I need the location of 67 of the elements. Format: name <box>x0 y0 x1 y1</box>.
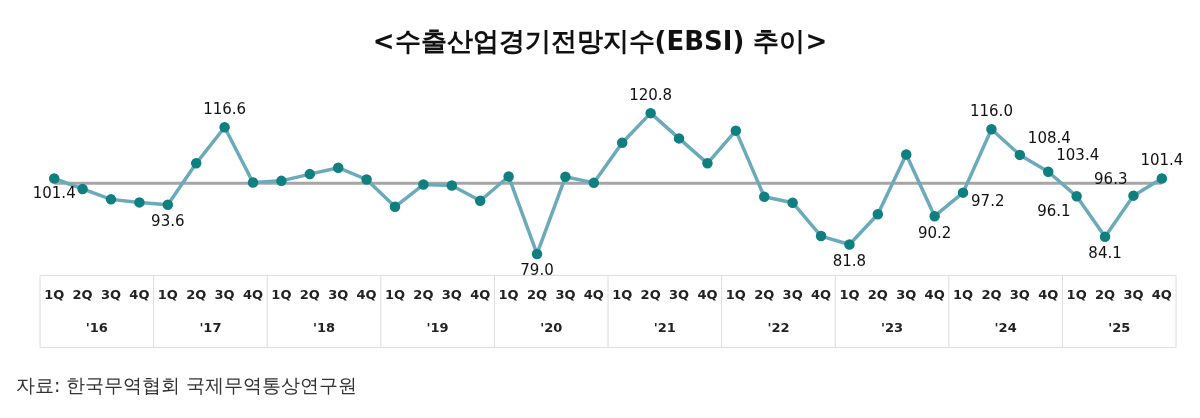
x-tick-label: 1Q <box>44 286 65 302</box>
data-label: 96.1 <box>1037 201 1071 220</box>
chart-title: <수출산업경기전망지수(EBSI) 추이> <box>371 25 829 58</box>
x-tick-label: 4Q <box>356 286 377 302</box>
x-tick-label: 2Q <box>72 286 93 302</box>
data-label: 101.4 <box>32 183 76 202</box>
data-label: 97.2 <box>971 192 1005 211</box>
x-tick-label: 1Q <box>952 286 974 302</box>
x-tick-label: 2Q <box>526 286 548 302</box>
data-label: 79.0 <box>520 261 554 280</box>
text: '24 <box>994 319 1017 335</box>
x-tick-label: 2Q <box>640 286 661 302</box>
x-tick-label: 4Q <box>697 286 718 302</box>
x-tick-label: 1Q <box>612 286 633 302</box>
x-tick-label: 1Q <box>157 286 178 302</box>
x-tick-label: 4Q <box>242 286 264 302</box>
text: '16 <box>85 319 108 335</box>
text: '23 <box>881 319 904 335</box>
x-tick-label: 3Q <box>782 286 803 302</box>
x-tick-label: 1Q <box>384 286 406 302</box>
x-tick-label: 4Q <box>1038 286 1059 302</box>
text: '17 <box>199 319 222 335</box>
data-label: 93.6 <box>151 212 185 231</box>
text: 자료: 한국무역협회 국제무역통상연구원 <box>16 373 359 398</box>
x-tick-label: 4Q <box>810 286 832 302</box>
x-tick-label: 4Q <box>470 286 491 302</box>
data-label: 90.2 <box>917 223 952 242</box>
x-tick-label: 3Q <box>1123 286 1144 302</box>
data-label: 108.4 <box>1027 129 1071 148</box>
data-label: 116.0 <box>969 101 1013 120</box>
x-tick-label: 1Q <box>1066 286 1087 302</box>
x-tick-label: 2Q <box>1095 286 1116 302</box>
text: '25 <box>1108 319 1131 335</box>
text: '19 <box>426 319 449 335</box>
x-tick-label: 3Q <box>668 286 690 302</box>
text: '21 <box>653 319 676 335</box>
data-label: 120.8 <box>629 85 673 104</box>
data-label: 101.4 <box>1140 150 1184 169</box>
x-tick-label: 1Q <box>271 286 292 302</box>
x-tick-label: 4Q <box>1151 286 1172 302</box>
x-tick-label: 3Q <box>441 286 462 302</box>
data-label: 103.4 <box>1056 146 1100 165</box>
x-tick-label: 2Q <box>299 286 320 302</box>
text: '18 <box>312 319 336 335</box>
x-tick-label: 1Q <box>725 286 746 302</box>
text: '22 <box>767 319 790 335</box>
x-tick-label: 4Q <box>924 286 945 302</box>
x-tick-label: 4Q <box>129 286 150 302</box>
x-tick-label: 3Q <box>555 286 576 302</box>
x-tick-label: 3Q <box>100 286 122 302</box>
x-tick-label: 3Q <box>1009 286 1030 302</box>
data-label: 116.6 <box>203 99 247 118</box>
x-tick-label: 2Q <box>981 286 1002 302</box>
x-tick-label: 2Q <box>413 286 434 302</box>
x-tick-label: 4Q <box>583 286 604 302</box>
data-label: 81.8 <box>832 251 867 270</box>
text: '20 <box>540 319 563 335</box>
x-tick-label: 2Q <box>867 286 888 302</box>
data-label: 96.3 <box>1094 170 1128 189</box>
x-tick-label: 3Q <box>896 286 917 302</box>
x-tick-label: 1Q <box>839 286 860 302</box>
x-tick-label: 2Q <box>186 286 207 302</box>
x-tick-label: 2Q <box>754 286 775 302</box>
x-tick-label: 3Q <box>328 286 349 302</box>
x-tick-label: 3Q <box>214 286 235 302</box>
data-label: 84.1 <box>1088 244 1122 263</box>
x-tick-label: 1Q <box>498 286 519 302</box>
